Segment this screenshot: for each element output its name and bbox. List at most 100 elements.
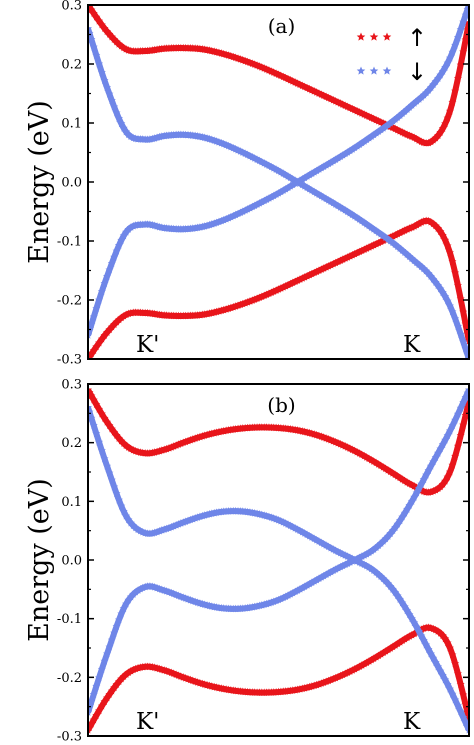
y-tick-label: 0.3 bbox=[61, 0, 82, 14]
star-marker bbox=[95, 16, 104, 25]
star-marker bbox=[434, 484, 443, 493]
star-marker bbox=[459, 337, 468, 346]
star-marker bbox=[345, 558, 354, 566]
star-marker bbox=[453, 701, 462, 710]
star-marker bbox=[424, 138, 433, 147]
star-marker bbox=[448, 48, 457, 56]
star-marker bbox=[405, 501, 414, 509]
star-marker bbox=[463, 329, 469, 338]
star-marker bbox=[279, 186, 288, 194]
star-marker bbox=[386, 118, 395, 127]
series-spin_down-band-3 bbox=[88, 24, 469, 359]
star-marker bbox=[451, 86, 460, 95]
star-marker bbox=[345, 667, 354, 675]
star-marker bbox=[410, 99, 419, 107]
star-marker bbox=[157, 446, 166, 454]
star-marker bbox=[319, 264, 328, 272]
star-marker bbox=[95, 405, 104, 413]
star-marker bbox=[451, 659, 460, 668]
star-marker bbox=[293, 276, 302, 284]
star-marker bbox=[281, 592, 290, 601]
star-marker bbox=[312, 575, 321, 584]
star-marker bbox=[284, 183, 293, 192]
star-marker bbox=[274, 189, 283, 197]
star-marker bbox=[119, 604, 128, 612]
star-marker bbox=[405, 632, 414, 640]
star-marker bbox=[353, 142, 362, 150]
star-marker bbox=[453, 442, 462, 450]
star-marker bbox=[412, 97, 421, 105]
star-marker bbox=[88, 388, 94, 396]
star-marker bbox=[459, 307, 468, 316]
star-marker bbox=[417, 93, 426, 101]
star-marker bbox=[124, 668, 133, 677]
y-tick-label: 0.0 bbox=[61, 176, 82, 191]
star-marker bbox=[336, 671, 345, 680]
star-marker bbox=[422, 470, 431, 479]
y-axis-title: Energy (eV) bbox=[24, 100, 55, 264]
star-marker bbox=[445, 467, 454, 476]
star-marker bbox=[314, 266, 323, 274]
star-marker bbox=[105, 690, 114, 698]
star-marker bbox=[276, 187, 285, 196]
star-marker bbox=[353, 554, 362, 563]
y-tick-label: 0.3 bbox=[61, 378, 82, 393]
star-marker bbox=[122, 310, 131, 319]
star-marker bbox=[150, 528, 159, 537]
star-marker bbox=[415, 484, 423, 492]
star-marker bbox=[264, 289, 273, 298]
star-marker bbox=[400, 226, 409, 234]
star-marker bbox=[372, 239, 381, 248]
star-marker bbox=[376, 650, 385, 658]
star-marker bbox=[317, 573, 326, 581]
star-marker bbox=[436, 444, 445, 453]
star-marker bbox=[400, 107, 409, 115]
star-marker bbox=[331, 565, 340, 573]
star-marker bbox=[129, 221, 138, 230]
star-marker bbox=[407, 223, 416, 231]
star-marker bbox=[88, 723, 94, 731]
star-marker bbox=[334, 672, 343, 681]
star-marker bbox=[276, 594, 285, 603]
star-marker bbox=[191, 434, 200, 442]
star-marker bbox=[112, 108, 121, 117]
star-marker bbox=[92, 682, 101, 690]
star-marker bbox=[110, 252, 119, 261]
star-marker bbox=[272, 286, 281, 294]
star-marker bbox=[122, 670, 131, 678]
star-marker bbox=[429, 80, 438, 89]
star-marker bbox=[217, 306, 226, 315]
star-marker bbox=[295, 275, 304, 283]
star-marker bbox=[422, 88, 431, 97]
star-marker bbox=[112, 317, 121, 326]
star-marker bbox=[456, 25, 465, 34]
star-marker bbox=[388, 117, 397, 125]
star-marker bbox=[324, 569, 333, 577]
star-marker bbox=[310, 577, 319, 585]
star-marker bbox=[419, 475, 428, 483]
star-marker bbox=[89, 421, 98, 429]
star-marker bbox=[357, 246, 366, 255]
star-marker bbox=[362, 244, 371, 252]
panel-b: 0.3 0.2 0.1 0.0 -0.1 -0.2 -0.3 Energy (eV) (b) K'… bbox=[24, 378, 470, 745]
star-marker bbox=[305, 579, 314, 588]
star-marker bbox=[117, 501, 126, 510]
star-marker bbox=[431, 133, 440, 142]
star-marker bbox=[326, 675, 335, 684]
y-tick-label: -0.2 bbox=[57, 294, 82, 309]
star-marker bbox=[386, 644, 395, 652]
star-marker bbox=[219, 305, 228, 314]
star-marker bbox=[307, 682, 316, 690]
star-marker bbox=[310, 268, 319, 277]
star-marker bbox=[229, 302, 238, 311]
star-marker bbox=[438, 124, 447, 132]
star-marker bbox=[372, 652, 381, 661]
star-marker bbox=[307, 578, 316, 587]
star-marker bbox=[463, 403, 469, 411]
star-marker bbox=[405, 103, 414, 111]
star-marker bbox=[279, 283, 288, 291]
star-marker bbox=[89, 715, 98, 724]
star-marker bbox=[381, 647, 390, 655]
star-marker bbox=[453, 409, 462, 418]
k-label: K bbox=[403, 709, 421, 735]
